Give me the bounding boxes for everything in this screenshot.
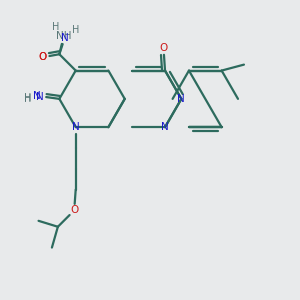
Text: O: O <box>39 52 47 62</box>
Text: H: H <box>52 22 59 32</box>
Text: NH: NH <box>56 31 72 41</box>
Text: N: N <box>33 91 40 101</box>
Text: H: H <box>24 94 31 104</box>
Text: O: O <box>159 43 168 53</box>
Text: O: O <box>39 52 47 62</box>
Text: N: N <box>178 94 185 104</box>
Text: O: O <box>70 206 78 215</box>
Text: H: H <box>25 93 32 103</box>
Text: H: H <box>72 26 80 35</box>
Text: N: N <box>61 33 69 43</box>
Text: N: N <box>36 92 44 101</box>
Text: N: N <box>72 122 80 132</box>
Text: N: N <box>161 122 169 132</box>
